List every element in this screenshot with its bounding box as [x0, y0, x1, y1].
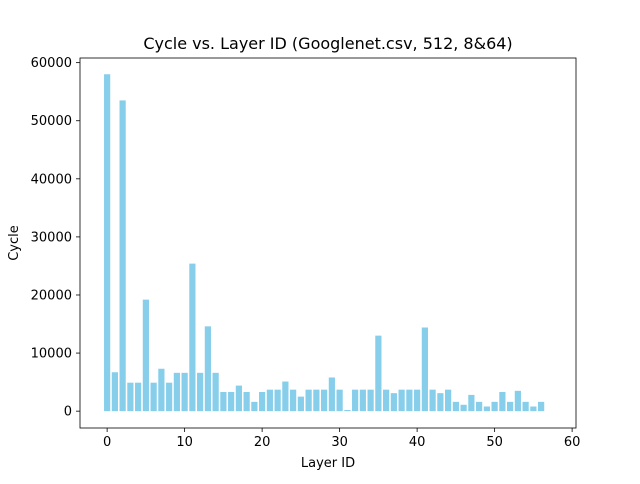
bar-layer-49 [483, 406, 490, 412]
bar-layer-33 [359, 389, 366, 412]
x-tick-label: 30 [331, 435, 348, 450]
bar-layer-26 [305, 389, 312, 412]
bar-layer-29 [328, 377, 335, 412]
y-tick-label: 0 [64, 405, 72, 420]
x-tick-label: 0 [103, 435, 111, 450]
bar-layer-6 [150, 382, 157, 412]
bar-layer-8 [166, 382, 173, 412]
x-tick-label: 60 [564, 435, 581, 450]
bar-layer-54 [522, 401, 529, 412]
bar-layer-48 [476, 401, 483, 412]
bar-layer-17 [235, 385, 242, 412]
bar-layer-4 [135, 382, 142, 412]
bar-layer-1 [111, 372, 118, 412]
x-axis-ticks: 0 10 20 30 40 50 60 [103, 428, 580, 450]
y-tick-label: 40000 [31, 172, 72, 187]
bars-group [104, 74, 545, 412]
bar-layer-27 [313, 389, 320, 412]
bar-layer-46 [460, 404, 467, 412]
bar-layer-35 [375, 335, 382, 412]
bar-layer-40 [414, 389, 421, 412]
bar-layer-52 [507, 401, 514, 412]
y-tick-label: 20000 [31, 288, 72, 303]
bar-layer-32 [352, 389, 359, 412]
y-axis-label: Cycle [7, 225, 22, 261]
bar-layer-9 [173, 372, 180, 412]
y-axis-ticks: 0 10000 20000 30000 40000 50000 60000 [31, 56, 80, 420]
chart-title: Cycle vs. Layer ID (Googlenet.csv, 512, … [143, 34, 512, 53]
bar-layer-34 [367, 389, 374, 412]
x-axis-label: Layer ID [301, 456, 355, 471]
x-tick-label: 50 [486, 435, 503, 450]
bar-layer-39 [406, 389, 413, 412]
bar-layer-23 [282, 381, 289, 412]
bar-layer-42 [429, 389, 436, 412]
bar-layer-50 [491, 401, 498, 412]
bar-layer-0 [104, 74, 111, 412]
plot-frame [79, 57, 577, 429]
bar-layer-37 [390, 393, 397, 412]
bar-layer-12 [197, 372, 204, 412]
bar-layer-56 [538, 401, 545, 412]
y-tick-label: 60000 [31, 56, 72, 71]
y-tick-label: 30000 [31, 230, 72, 245]
bar-layer-45 [452, 401, 459, 412]
bar-layer-44 [445, 389, 452, 412]
bar-layer-43 [437, 393, 444, 412]
bar-layer-3 [127, 382, 134, 412]
bar-layer-51 [499, 391, 506, 412]
bar-layer-19 [251, 401, 258, 412]
bar-layer-20 [259, 391, 266, 412]
bar-layer-21 [266, 389, 273, 412]
bar-layer-7 [158, 368, 165, 412]
bar-layer-38 [398, 389, 405, 412]
bar-layer-31 [344, 409, 351, 412]
bar-layer-36 [383, 389, 390, 412]
bar-layer-16 [228, 391, 235, 412]
bar-layer-25 [297, 396, 304, 412]
bar-layer-13 [204, 326, 211, 412]
bar-layer-2 [119, 100, 126, 412]
y-tick-label: 50000 [31, 114, 72, 129]
bar-layer-22 [274, 389, 281, 412]
bar-layer-55 [530, 406, 537, 412]
x-tick-label: 20 [254, 435, 271, 450]
y-tick-label: 10000 [31, 347, 72, 362]
x-tick-label: 10 [176, 435, 193, 450]
bar-layer-30 [336, 389, 343, 412]
bar-layer-47 [468, 394, 475, 412]
bar-layer-41 [421, 327, 428, 412]
bar-layer-28 [321, 389, 328, 412]
x-tick-label: 40 [409, 435, 426, 450]
bar-layer-11 [189, 263, 196, 412]
bar-layer-5 [142, 299, 149, 412]
bar-layer-24 [290, 389, 297, 412]
bar-layer-10 [181, 372, 188, 412]
bar-layer-14 [212, 372, 219, 412]
bar-layer-53 [514, 390, 521, 412]
bar-layer-15 [220, 391, 227, 412]
bar-layer-18 [243, 391, 250, 412]
